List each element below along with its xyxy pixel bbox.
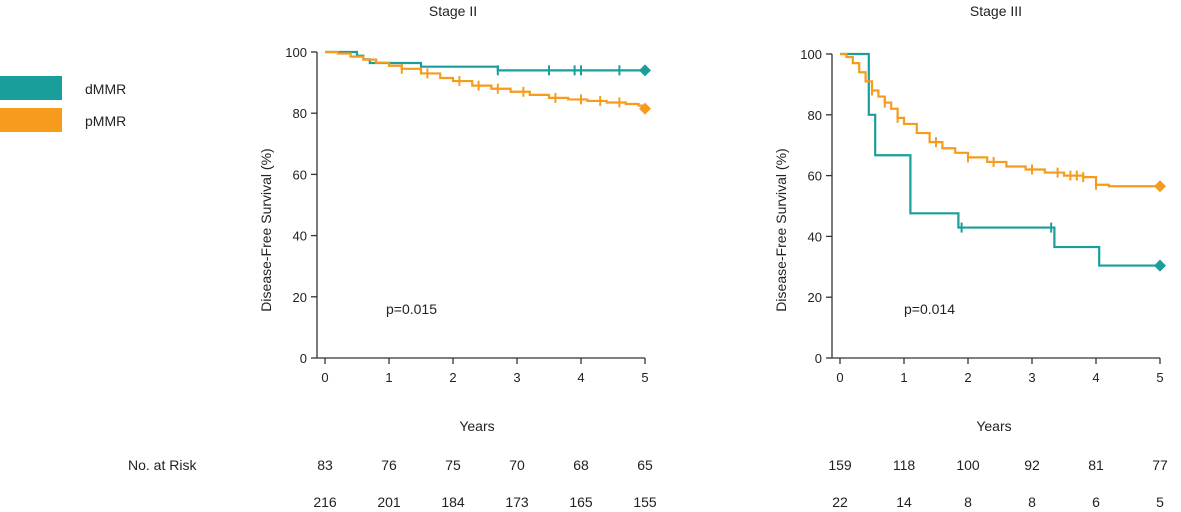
risk-value-pmmr: 92 [1024,457,1040,473]
panel-stage-ii: Stage II p=0.015 Years Disease-Free Surv… [258,3,651,434]
risk-values-stage-iii: 159 118 100 92 81 77 22 14 8 8 6 5 [828,457,1168,510]
series-line-pmmr [840,52,1160,188]
legend-label-dmmr: dMMR [85,81,126,97]
end-marker-pmmr [1154,180,1166,193]
panel-stage-iii: Stage III p=0.014 Years Disease-Free Sur… [773,3,1166,434]
risk-value-dmmr: 5 [1156,494,1164,510]
risk-value-pmmr: 216 [313,494,337,510]
risk-value-dmmr: 70 [509,457,525,473]
risk-value-dmmr: 6 [1092,494,1100,510]
series-line-dmmr [325,50,645,72]
y-tick-label: 20 [293,290,307,305]
risk-table-label: No. at Risk [128,457,197,473]
y-tick-label: 80 [808,108,822,123]
end-marker-dmmr [639,64,651,77]
risk-value-dmmr: 8 [964,494,972,510]
risk-value-pmmr: 118 [893,457,916,473]
x-tick-label: 2 [449,370,456,385]
x-tick-label: 3 [1028,370,1035,385]
y-tick-label: 100 [800,47,822,62]
risk-value-dmmr: 14 [896,494,912,510]
panel-title-stage-iii: Stage III [970,3,1022,19]
risk-values-stage-ii: 83 76 75 70 68 65 216 201 184 173 165 155 [313,457,657,510]
risk-value-pmmr: 155 [633,494,657,510]
risk-value-dmmr: 76 [381,457,397,473]
risk-value-dmmr: 83 [317,457,333,473]
x-tick-label: 2 [964,370,971,385]
x-tick-label: 4 [577,370,584,385]
legend-swatch-pmmr [0,108,62,132]
y-tick-label: 60 [808,169,822,184]
risk-value-pmmr: 159 [828,457,852,473]
legend: dMMR pMMR [0,76,126,132]
y-tick-label: 60 [293,167,307,182]
x-axis-title-stage-ii: Years [459,418,494,434]
y-tick-label: 40 [808,229,822,244]
end-marker-dmmr [1154,259,1166,272]
y-tick-label: 0 [300,351,307,366]
y-tick-label: 80 [293,106,307,121]
risk-value-pmmr: 81 [1088,457,1104,473]
x-tick-label: 1 [385,370,392,385]
plot-area-stage-ii [325,50,651,115]
risk-value-dmmr: 8 [1028,494,1036,510]
end-marker-pmmr [639,102,651,115]
y-tick-label: 20 [808,290,822,305]
risk-value-pmmr: 100 [956,457,980,473]
risk-value-dmmr: 22 [832,494,848,510]
x-tick-label: 5 [641,370,648,385]
series-line-dmmr [840,52,1160,267]
y-tick-label: 100 [285,45,307,60]
y-axis-title-stage-iii: Disease-Free Survival (%) [773,148,789,311]
y-tick-label: 0 [815,351,822,366]
risk-value-pmmr: 173 [505,494,529,510]
x-tick-label: 0 [321,370,328,385]
risk-value-pmmr: 184 [441,494,465,510]
x-tick-label: 1 [900,370,907,385]
p-value-stage-ii: p=0.015 [386,301,437,317]
x-axis-title-stage-iii: Years [976,418,1011,434]
x-tick-label: 3 [513,370,520,385]
x-tick-label: 0 [836,370,843,385]
x-tick-label: 5 [1156,370,1163,385]
risk-value-dmmr: 68 [573,457,589,473]
risk-value-dmmr: 75 [445,457,461,473]
axes-stage-iii: 0 20 40 60 80 100 0 1 2 3 4 5 [800,47,1163,385]
axes-stage-ii: 0 20 40 60 80 100 0 1 2 3 4 5 [285,45,648,385]
plot-area-stage-iii [840,52,1166,272]
legend-swatch-dmmr [0,76,62,100]
risk-value-pmmr: 165 [569,494,593,510]
y-tick-label: 40 [293,229,307,244]
panel-title-stage-ii: Stage II [429,3,477,19]
series-line-pmmr [325,50,647,109]
risk-value-pmmr: 77 [1152,457,1168,473]
risk-value-dmmr: 65 [637,457,653,473]
risk-value-pmmr: 201 [377,494,401,510]
y-axis-title-stage-ii: Disease-Free Survival (%) [258,148,274,311]
x-tick-label: 4 [1092,370,1099,385]
legend-label-pmmr: pMMR [85,113,126,129]
p-value-stage-iii: p=0.014 [904,301,955,317]
